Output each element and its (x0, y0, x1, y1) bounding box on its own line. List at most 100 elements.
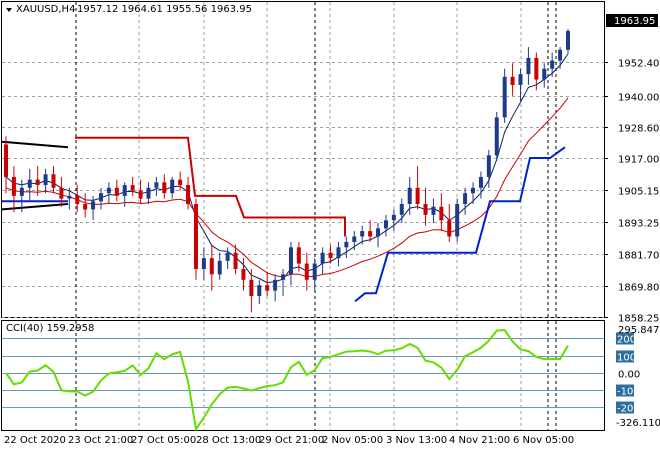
bull-candle[interactable] (463, 193, 468, 205)
bull-candle[interactable] (360, 231, 365, 237)
bear-candle[interactable] (233, 252, 238, 269)
bull-candle[interactable] (217, 260, 222, 275)
bull-candle[interactable] (91, 201, 96, 210)
bear-candle[interactable] (35, 179, 40, 186)
bull-candle[interactable] (336, 247, 341, 259)
bear-candle[interactable] (59, 187, 64, 199)
candles[interactable] (4, 29, 570, 313)
price-tick-label: 1858.25 (618, 314, 659, 325)
cci-level-tag (616, 350, 634, 363)
bull-candle[interactable] (312, 263, 317, 280)
bull-candle[interactable] (566, 30, 570, 50)
bull-candle[interactable] (478, 176, 483, 188)
price-tick-label: 1869.80 (618, 283, 659, 294)
bull-candle[interactable] (407, 187, 412, 205)
time-label: 4 Nov 21:00 (449, 435, 510, 446)
bull-candle[interactable] (106, 187, 111, 194)
bull-candle[interactable] (391, 214, 396, 221)
bull-candle[interactable] (170, 179, 175, 194)
cci-axis: 200 100 0.00 -100 -200 295.8476 -326.1106 (616, 325, 660, 429)
time-label: 28 Oct 13:00 (196, 435, 261, 446)
bull-candle[interactable] (431, 206, 436, 215)
cci-scale-bottom: -326.1106 (616, 418, 660, 429)
bear-candle[interactable] (249, 279, 254, 297)
bear-candle[interactable] (304, 263, 309, 280)
bull-candle[interactable] (344, 241, 349, 248)
bear-candle[interactable] (296, 247, 301, 264)
bull-candle[interactable] (146, 187, 151, 199)
bear-candle[interactable] (138, 190, 143, 199)
bull-candle[interactable] (376, 228, 381, 237)
bear-candle[interactable] (51, 174, 56, 188)
bear-candle[interactable] (415, 187, 420, 205)
bull-candle[interactable] (19, 187, 24, 196)
bear-candle[interactable] (4, 144, 8, 177)
bull-candle[interactable] (494, 117, 499, 156)
bear-candle[interactable] (241, 268, 246, 280)
bull-candle[interactable] (122, 185, 127, 196)
time-label: 6 Nov 05:00 (513, 435, 574, 446)
bear-candle[interactable] (368, 231, 373, 237)
bull-candle[interactable] (399, 204, 404, 215)
bear-candle[interactable] (423, 204, 428, 215)
time-label: 29 Oct 21:00 (259, 435, 324, 446)
cci-level-tag (616, 332, 634, 345)
bull-candle[interactable] (43, 174, 48, 186)
bull-candle[interactable] (201, 258, 206, 269)
cci-level-label: 0.00 (618, 370, 640, 381)
bear-candle[interactable] (162, 182, 167, 194)
bull-candle[interactable] (67, 195, 72, 199)
bull-candle[interactable] (320, 252, 325, 264)
bear-candle[interactable] (209, 258, 214, 275)
bear-candle[interactable] (178, 179, 183, 186)
bear-candle[interactable] (534, 57, 539, 80)
cci-grid (75, 321, 557, 430)
bull-candle[interactable] (471, 187, 476, 194)
bull-candle[interactable] (518, 74, 523, 85)
bear-candle[interactable] (130, 185, 135, 191)
trailing-stop-blue (354, 146, 566, 303)
bear-candle[interactable] (328, 252, 333, 259)
time-label: 27 Oct 05:00 (131, 435, 196, 446)
bull-candle[interactable] (550, 60, 555, 69)
bear-candle[interactable] (114, 187, 119, 196)
bear-candle[interactable] (75, 195, 80, 205)
bull-candle[interactable] (542, 68, 547, 80)
time-label: 2 Nov 05:00 (322, 435, 383, 446)
time-label: 23 Oct 21:00 (68, 435, 133, 446)
price-tick-label: 1928.60 (618, 124, 659, 135)
cci-level-label: 200 (617, 335, 636, 346)
bear-candle[interactable] (193, 204, 198, 269)
slow-moving-average (5, 97, 569, 278)
bull-candle[interactable] (455, 204, 460, 237)
bull-candle[interactable] (383, 220, 388, 229)
bull-candle[interactable] (526, 57, 531, 75)
bull-candle[interactable] (27, 179, 32, 188)
bull-candle[interactable] (486, 155, 491, 177)
bull-candle[interactable] (352, 236, 357, 242)
bear-candle[interactable] (265, 285, 270, 291)
bull-candle[interactable] (154, 182, 159, 188)
cci-scale-top: 295.8476 (618, 325, 660, 336)
bull-candle[interactable] (257, 285, 262, 297)
bull-candle[interactable] (273, 279, 278, 291)
bear-candle[interactable] (447, 220, 452, 237)
bull-candle[interactable] (288, 247, 293, 275)
bull-candle[interactable] (281, 274, 286, 280)
bear-candle[interactable] (11, 176, 16, 196)
bear-candle[interactable] (186, 185, 191, 205)
price-tick-label: 1940.00 (618, 93, 659, 104)
bull-candle[interactable] (98, 193, 103, 202)
ohlc-readout: 1957.12 1964.61 1955.56 1963.95 (77, 4, 252, 15)
symbol-dropdown-icon[interactable] (6, 8, 12, 12)
bull-candle[interactable] (225, 252, 230, 261)
bull-candle[interactable] (502, 76, 507, 118)
bear-candle[interactable] (439, 206, 444, 221)
cci-level-tag (616, 384, 634, 397)
cci-layer (2, 329, 604, 432)
bear-candle[interactable] (510, 76, 515, 85)
bear-candle[interactable] (83, 204, 88, 210)
bull-candle[interactable] (558, 49, 563, 61)
